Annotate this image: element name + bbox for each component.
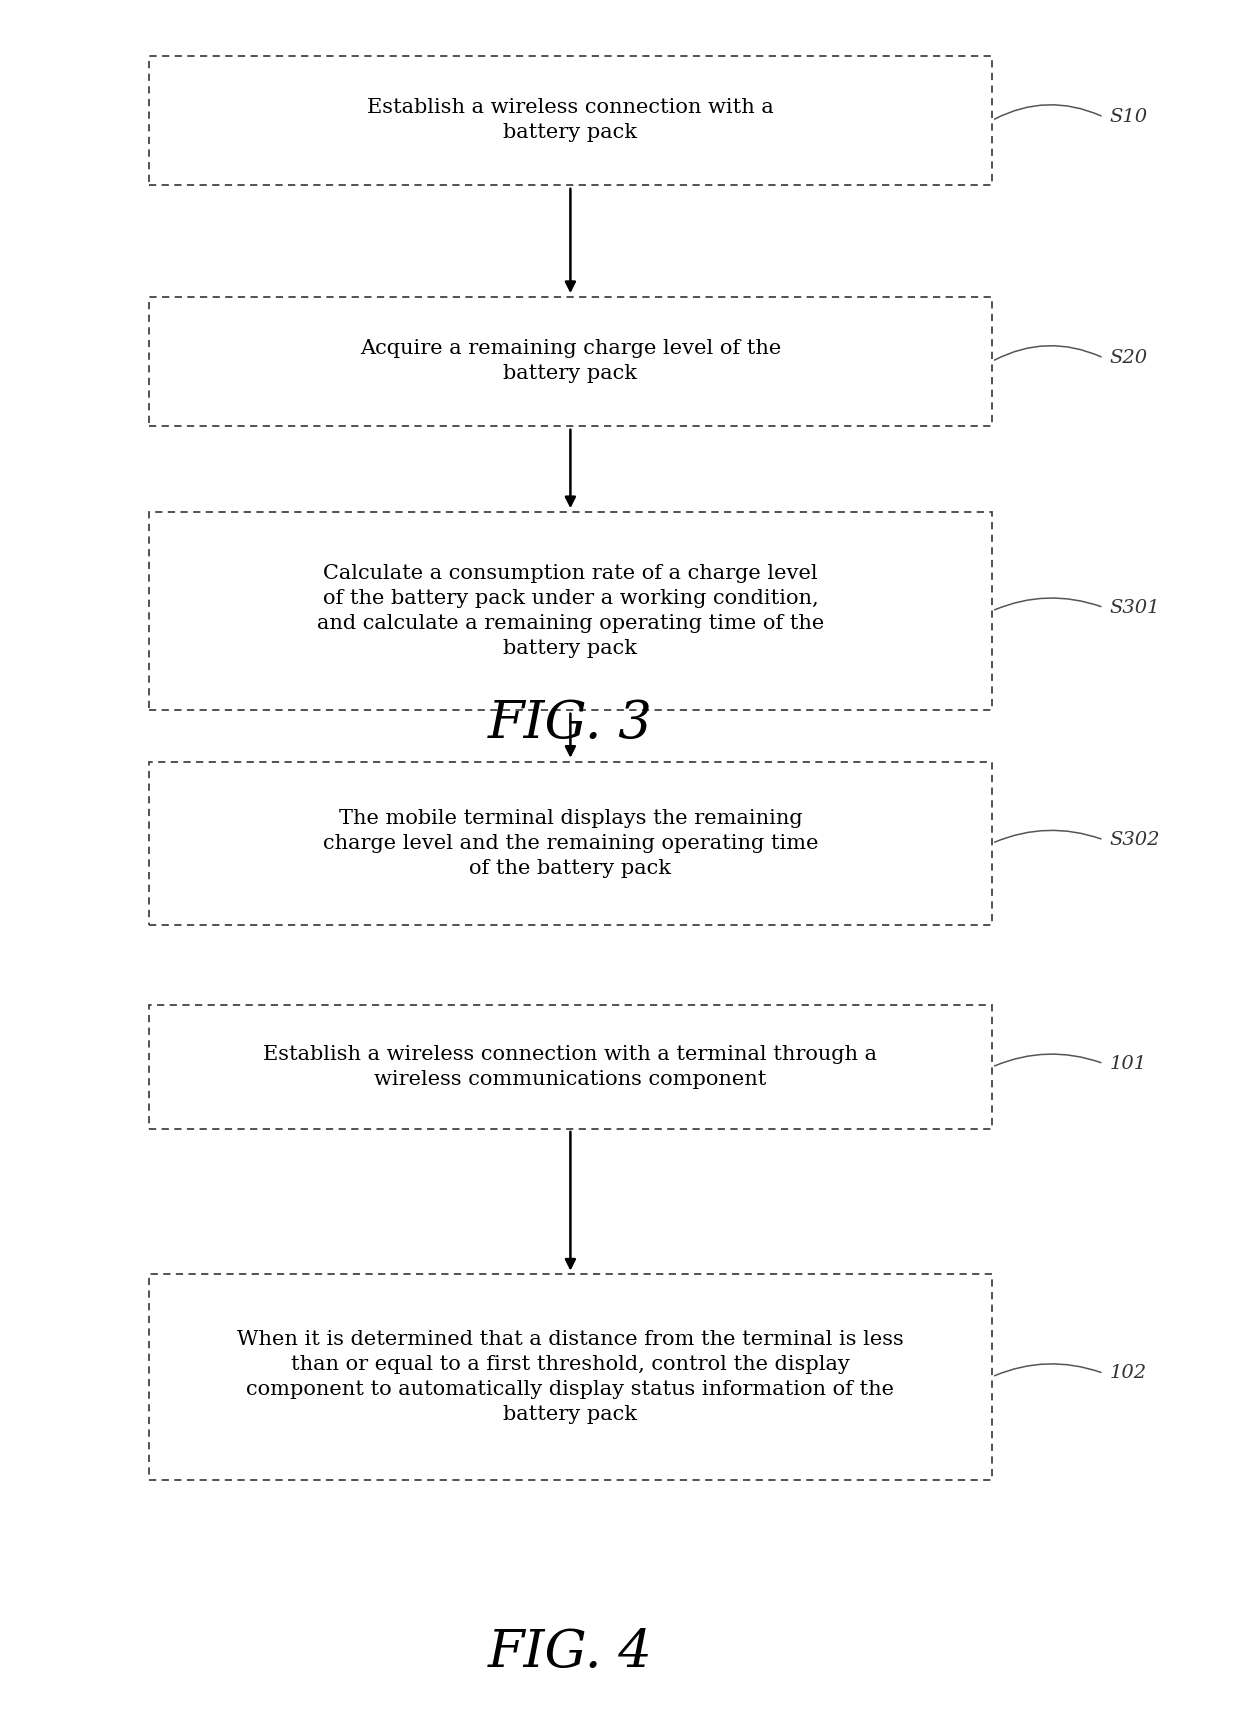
Text: Establish a wireless connection with a terminal through a
wireless communication: Establish a wireless connection with a t… (263, 1045, 878, 1089)
Text: S302: S302 (1110, 831, 1161, 848)
Text: FIG. 4: FIG. 4 (489, 1626, 652, 1678)
FancyBboxPatch shape (149, 761, 992, 926)
FancyBboxPatch shape (149, 1005, 992, 1129)
Text: FIG. 3: FIG. 3 (489, 697, 652, 749)
FancyBboxPatch shape (149, 55, 992, 186)
FancyBboxPatch shape (149, 296, 992, 427)
Text: S10: S10 (1110, 108, 1148, 126)
Text: 102: 102 (1110, 1365, 1147, 1382)
Text: When it is determined that a distance from the terminal is less
than or equal to: When it is determined that a distance fr… (237, 1330, 904, 1423)
Text: The mobile terminal displays the remaining
charge level and the remaining operat: The mobile terminal displays the remaini… (322, 809, 818, 878)
Text: Establish a wireless connection with a
battery pack: Establish a wireless connection with a b… (367, 98, 774, 143)
Text: S301: S301 (1110, 599, 1161, 616)
FancyBboxPatch shape (149, 513, 992, 709)
Text: S20: S20 (1110, 349, 1148, 367)
Text: Calculate a consumption rate of a charge level
of the battery pack under a worki: Calculate a consumption rate of a charge… (316, 564, 825, 657)
Text: 101: 101 (1110, 1055, 1147, 1072)
FancyBboxPatch shape (149, 1274, 992, 1480)
Text: Acquire a remaining charge level of the
battery pack: Acquire a remaining charge level of the … (360, 339, 781, 384)
